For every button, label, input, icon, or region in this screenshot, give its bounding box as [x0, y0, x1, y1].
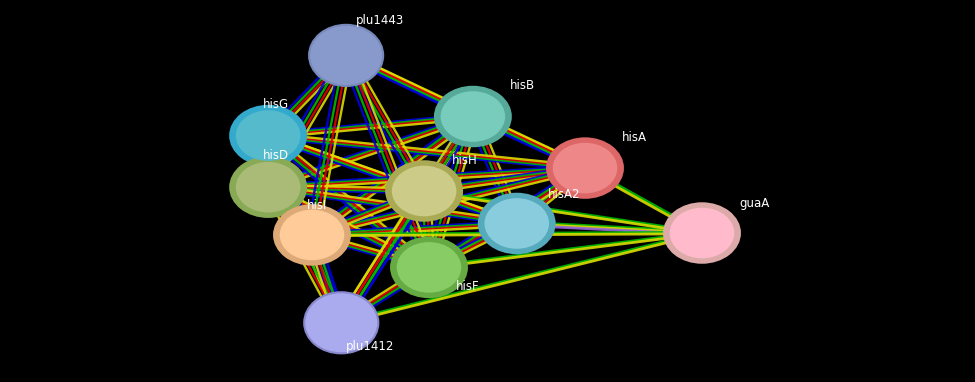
Ellipse shape	[230, 157, 306, 217]
Text: guaA: guaA	[739, 197, 769, 210]
Ellipse shape	[236, 110, 300, 161]
Ellipse shape	[485, 198, 549, 249]
Text: hisA: hisA	[622, 131, 647, 144]
Ellipse shape	[670, 208, 734, 258]
Ellipse shape	[435, 87, 511, 146]
Text: hisD: hisD	[263, 149, 290, 162]
Ellipse shape	[309, 25, 383, 86]
Ellipse shape	[236, 162, 300, 212]
Text: plu1412: plu1412	[346, 340, 395, 353]
Ellipse shape	[397, 242, 461, 293]
Text: hisB: hisB	[510, 79, 535, 92]
Text: hisH: hisH	[451, 154, 477, 167]
Ellipse shape	[274, 205, 350, 265]
Ellipse shape	[441, 91, 505, 142]
Ellipse shape	[547, 138, 623, 198]
Ellipse shape	[230, 106, 306, 165]
Ellipse shape	[280, 210, 344, 260]
Text: hisA2: hisA2	[548, 188, 580, 201]
Ellipse shape	[479, 194, 555, 253]
Ellipse shape	[304, 292, 378, 353]
Ellipse shape	[391, 238, 467, 297]
Ellipse shape	[392, 166, 456, 216]
Text: plu1443: plu1443	[356, 14, 404, 27]
Text: hisF: hisF	[456, 280, 480, 293]
Ellipse shape	[553, 143, 617, 193]
Text: hisI: hisI	[307, 199, 328, 212]
Ellipse shape	[386, 161, 462, 221]
Text: hisG: hisG	[263, 98, 290, 111]
Ellipse shape	[664, 203, 740, 263]
